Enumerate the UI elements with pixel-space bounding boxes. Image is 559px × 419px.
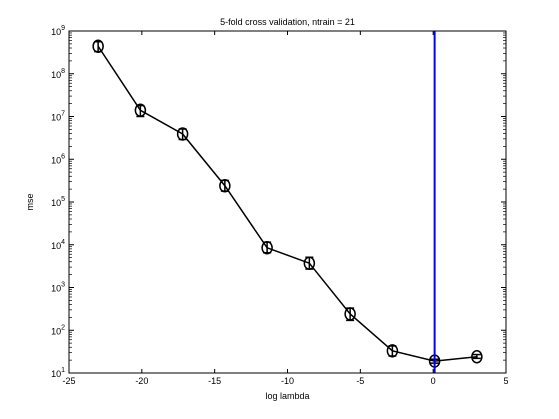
x-tick-label: -25 [62,376,75,386]
plot-area [69,31,506,373]
x-tick-label: -15 [208,376,221,386]
x-tick-label: -5 [356,376,364,386]
x-axis-label: log lambda [265,391,309,401]
x-tick-label: 0 [431,376,436,386]
y-axis-label: mse [25,193,35,210]
x-tick-label: -10 [281,376,294,386]
x-tick-label: 5 [503,376,508,386]
x-tick-label: -20 [135,376,148,386]
chart-title: 5-fold cross validation, ntrain = 21 [220,17,355,27]
